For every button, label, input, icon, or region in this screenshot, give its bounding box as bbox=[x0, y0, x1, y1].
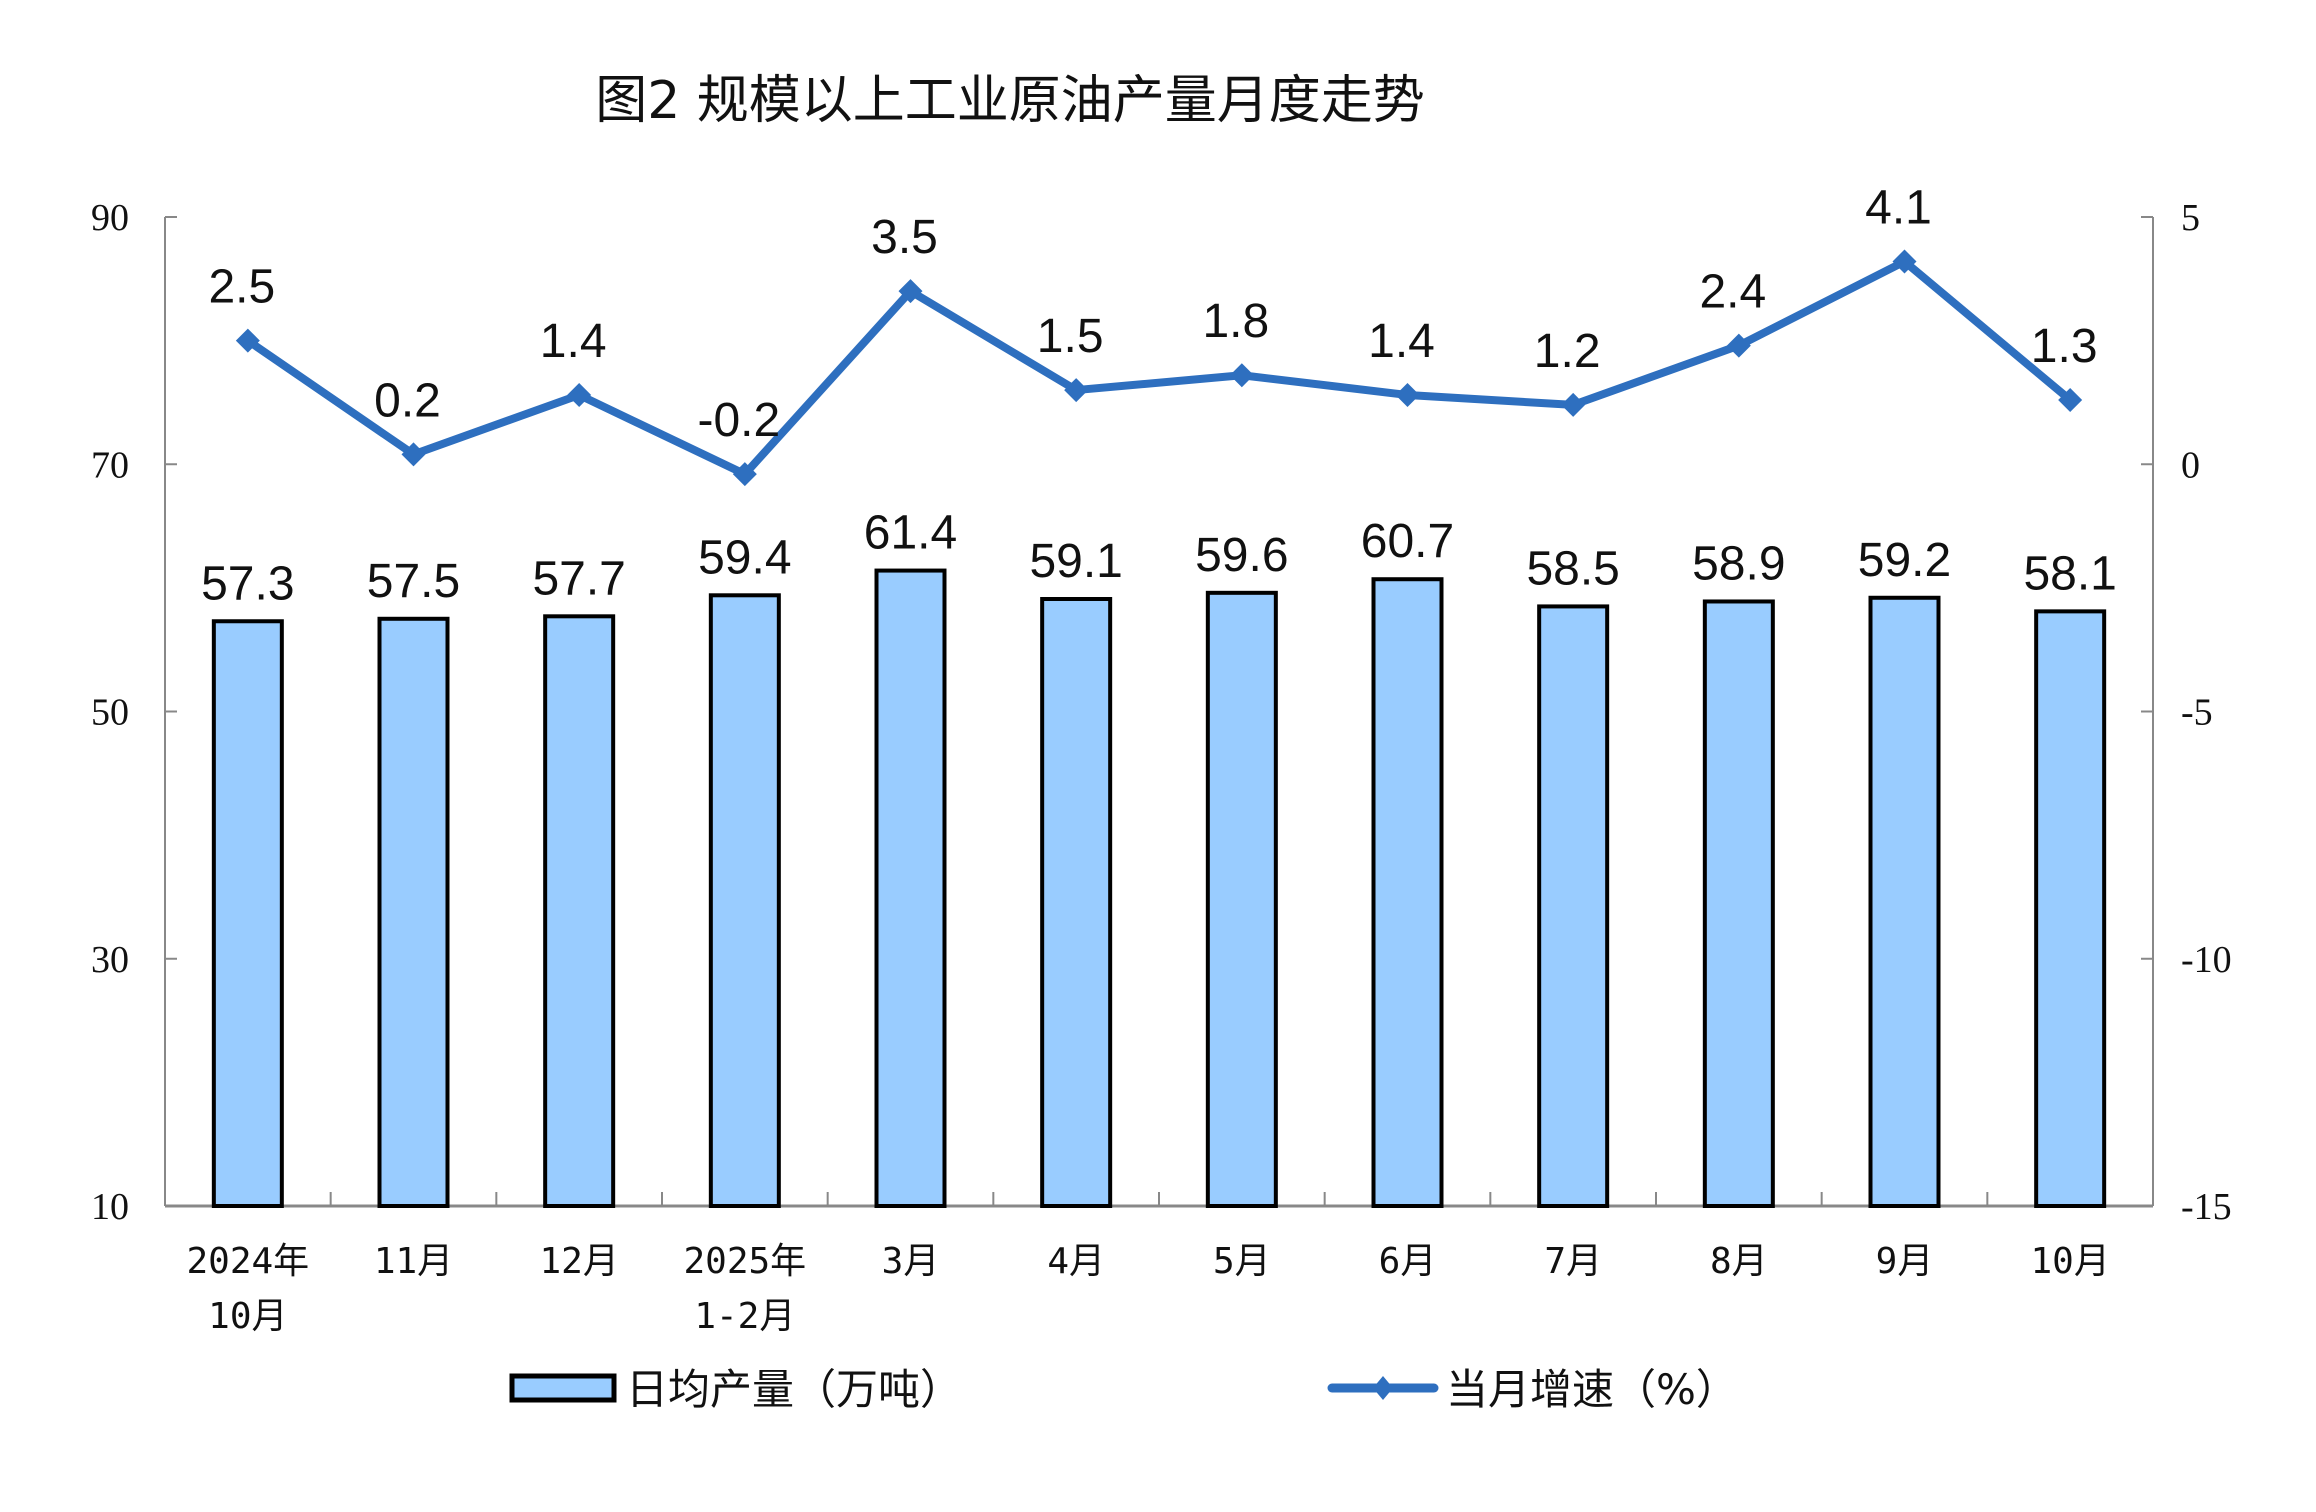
bar bbox=[543, 614, 616, 1208]
bar-value-label: 59.2 bbox=[1858, 534, 1951, 587]
line-value-label: 1.8 bbox=[1202, 295, 1269, 348]
x-tick-label: 9月 bbox=[1876, 1241, 1934, 1282]
bar-value-label: 58.5 bbox=[1526, 542, 1619, 595]
line-value-label: 4.1 bbox=[1865, 182, 1932, 235]
line-value-label: 1.2 bbox=[1534, 325, 1601, 378]
line-value-label: 1.4 bbox=[540, 315, 607, 368]
bar-value-label: 59.1 bbox=[1029, 535, 1122, 588]
x-tick-label: 5月 bbox=[1213, 1241, 1271, 1282]
bar bbox=[1702, 599, 1775, 1208]
left-tick-label: 70 bbox=[91, 444, 129, 486]
bar-value-label: 61.4 bbox=[864, 507, 957, 560]
line-value-label: 2.5 bbox=[208, 261, 275, 314]
right-tick-label: 0 bbox=[2181, 444, 2200, 486]
bar-value-label: 58.1 bbox=[2023, 547, 2116, 600]
x-tick-label: 1-2月 bbox=[694, 1296, 795, 1337]
bar bbox=[1205, 590, 1278, 1208]
line-marker bbox=[1892, 249, 1917, 274]
bar bbox=[1371, 577, 1444, 1208]
bar-value-label: 60.7 bbox=[1361, 515, 1454, 568]
line-value-label: 0.2 bbox=[374, 374, 441, 427]
left-tick-label: 30 bbox=[91, 939, 129, 981]
line-value-label: 2.4 bbox=[1699, 266, 1766, 319]
line-value-label: 1.4 bbox=[1368, 315, 1435, 368]
right-tick-label: -5 bbox=[2181, 692, 2213, 734]
legend-bar-swatch bbox=[509, 1373, 617, 1403]
line-marker bbox=[2058, 387, 2083, 412]
x-tick-label: 8月 bbox=[1710, 1241, 1768, 1282]
bar bbox=[708, 593, 781, 1208]
bar-value-label: 59.4 bbox=[698, 531, 791, 584]
line-value-label: 1.5 bbox=[1037, 310, 1104, 363]
legend-line-label: 当月增速（%） bbox=[1446, 1365, 1738, 1414]
legend-line-marker bbox=[1373, 1376, 1393, 1400]
line-value-label: 1.3 bbox=[2031, 320, 2098, 373]
line-marker bbox=[1064, 378, 1089, 403]
legend-bar-label: 日均产量（万吨） bbox=[626, 1365, 962, 1414]
bar-value-label: 58.9 bbox=[1692, 537, 1785, 590]
left-tick-label: 90 bbox=[91, 197, 129, 239]
bar-value-label: 57.3 bbox=[201, 557, 294, 610]
bar bbox=[1868, 595, 1941, 1208]
x-tick-label: 2025年 bbox=[683, 1241, 806, 1282]
line-marker bbox=[1229, 363, 1254, 388]
bar-value-label: 57.7 bbox=[532, 552, 625, 605]
line-value-label: -0.2 bbox=[697, 394, 780, 447]
x-tick-label: 7月 bbox=[1544, 1241, 1602, 1282]
bar bbox=[2034, 609, 2107, 1208]
x-tick-label: 6月 bbox=[1379, 1241, 1437, 1282]
line-marker bbox=[1726, 333, 1751, 358]
right-tick-label: 5 bbox=[2181, 197, 2200, 239]
line-marker bbox=[567, 383, 592, 408]
x-tick-label: 10月 bbox=[208, 1296, 287, 1337]
x-tick-label: 10月 bbox=[2030, 1241, 2109, 1282]
line-marker bbox=[401, 442, 426, 467]
line-marker bbox=[898, 279, 923, 304]
x-tick-label: 2024年 bbox=[186, 1241, 309, 1282]
bar-value-label: 59.6 bbox=[1195, 529, 1288, 582]
x-tick-label: 4月 bbox=[1047, 1241, 1105, 1282]
x-tick-label: 11月 bbox=[374, 1241, 453, 1282]
bar bbox=[377, 616, 450, 1208]
chart-title: 图2 规模以上工业原油产量月度走势 bbox=[595, 71, 1425, 131]
line-marker bbox=[1395, 383, 1420, 408]
line-marker bbox=[732, 462, 757, 487]
left-tick-label: 10 bbox=[91, 1186, 129, 1228]
x-tick-label: 3月 bbox=[882, 1241, 940, 1282]
line-marker bbox=[235, 328, 260, 353]
line-value-label: 3.5 bbox=[871, 211, 938, 264]
line-marker bbox=[1561, 392, 1586, 417]
x-tick-label: 12月 bbox=[539, 1241, 618, 1282]
bar bbox=[874, 568, 947, 1208]
growth-line bbox=[245, 257, 2073, 479]
bar bbox=[1537, 604, 1610, 1208]
right-tick-label: -15 bbox=[2181, 1186, 2232, 1228]
right-tick-label: -10 bbox=[2181, 939, 2232, 981]
bar bbox=[211, 619, 284, 1208]
bar bbox=[1040, 597, 1113, 1208]
legend: 日均产量（万吨） 当月增速（%） bbox=[509, 1365, 1738, 1414]
bar-value-label: 57.5 bbox=[367, 555, 460, 608]
left-tick-label: 50 bbox=[91, 692, 129, 734]
